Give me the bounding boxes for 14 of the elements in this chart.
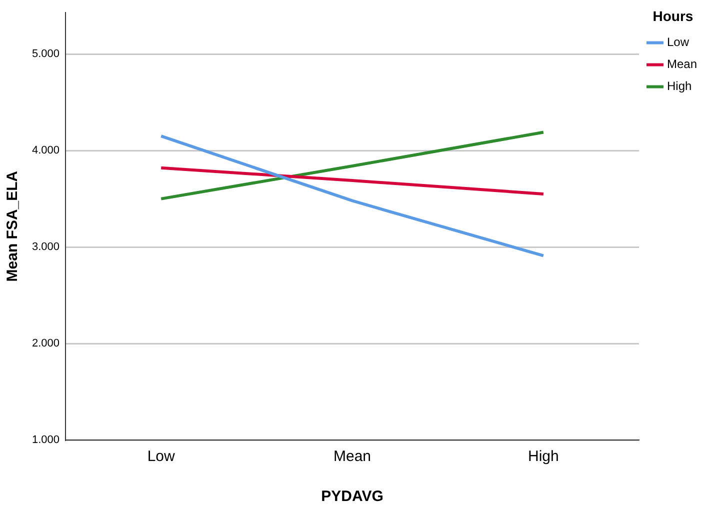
y-tick-label: 1.000 bbox=[32, 434, 60, 446]
y-tick-label: 4.000 bbox=[32, 144, 60, 157]
x-tick-label: Mean bbox=[333, 448, 372, 466]
x-tick-label: Low bbox=[147, 448, 176, 466]
legend-title: Hours bbox=[652, 8, 694, 24]
y-axis-title: Mean FSA_ELA bbox=[4, 170, 22, 282]
legend-label: Low bbox=[666, 35, 690, 50]
x-axis-title: PYDAVG bbox=[321, 488, 384, 506]
legend-label: High bbox=[666, 79, 692, 94]
y-tick-label: 3.000 bbox=[32, 241, 60, 254]
x-tick-label: High bbox=[528, 448, 559, 466]
legend-label: Mean bbox=[666, 57, 698, 72]
y-tick-label: 2.000 bbox=[32, 338, 60, 350]
y-tick-label: 5.000 bbox=[32, 48, 60, 60]
